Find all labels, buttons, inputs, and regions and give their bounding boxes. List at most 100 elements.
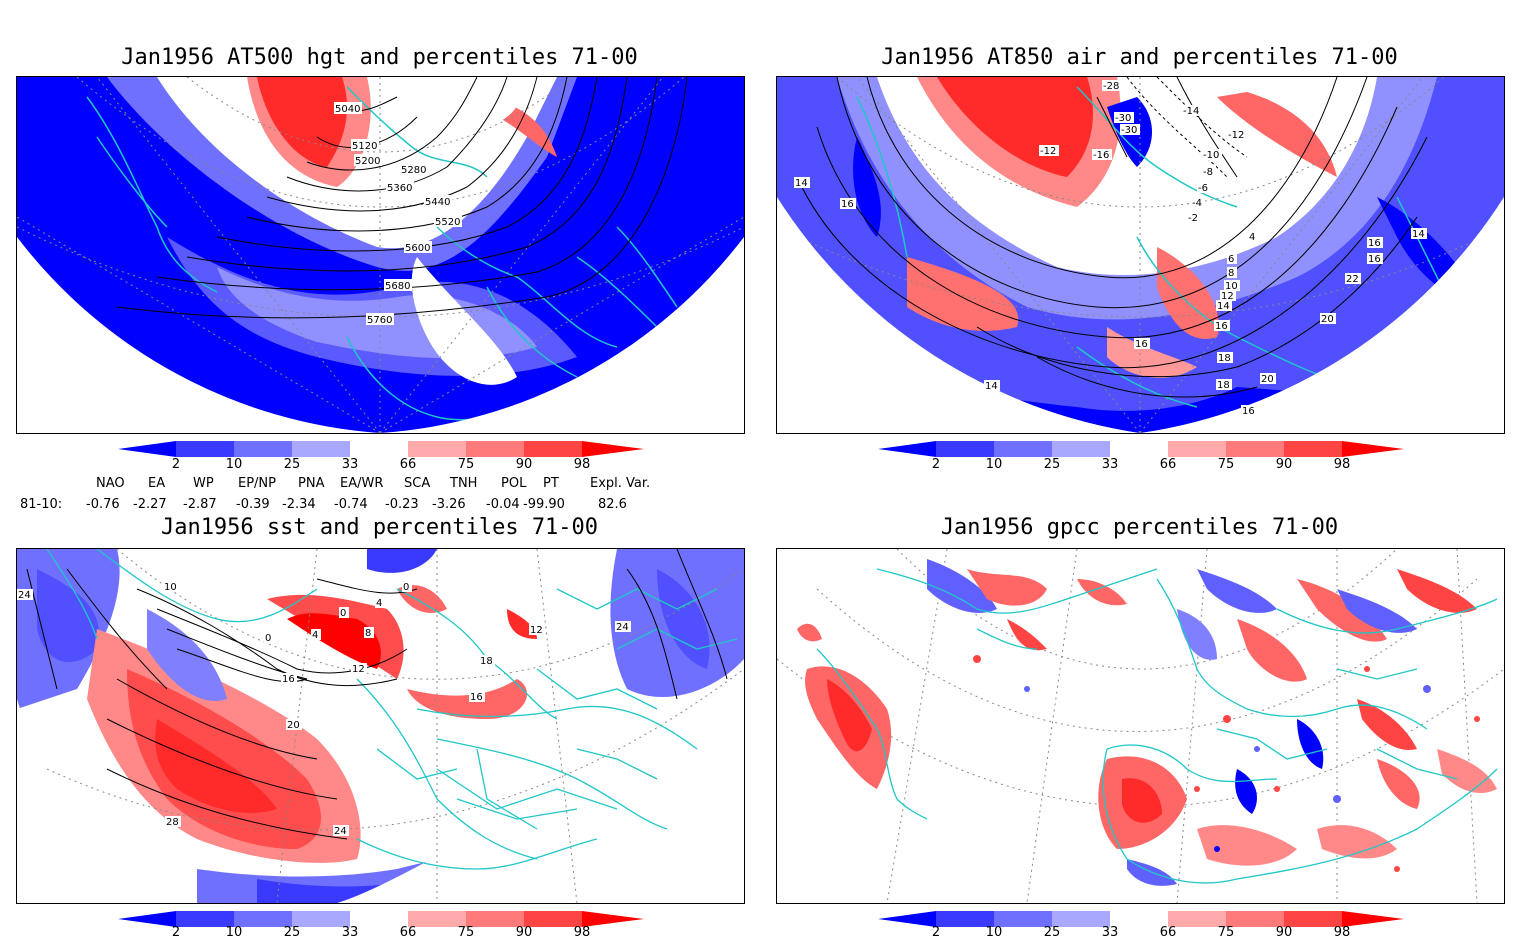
tele-value: -0.39 — [236, 497, 270, 512]
p2-contour-label: -12 — [1040, 146, 1056, 157]
cbar-label: 33 — [1101, 457, 1119, 472]
tele-header: POL — [501, 476, 527, 491]
p2-contour-label: 12 — [1221, 291, 1234, 302]
tele-header: WP — [193, 476, 214, 491]
p1-contour-label: 5520 — [435, 217, 460, 228]
p3-contour-label: 0 — [340, 608, 346, 619]
p1-contour-label: 5600 — [405, 243, 430, 254]
p3-contour-label: 28 — [166, 817, 179, 828]
colorbar-3-svg — [118, 911, 644, 927]
p1-contour-label: 5440 — [425, 197, 450, 208]
tele-value: -2.34 — [282, 497, 316, 512]
cbar-label: 33 — [341, 925, 359, 940]
p2-contour-label: -8 — [1203, 167, 1213, 178]
tele-row-label: 81-10: — [20, 497, 63, 512]
tele-value: -3.26 — [432, 497, 466, 512]
tele-header: NAO — [96, 476, 125, 491]
cbar-label: 25 — [283, 925, 301, 940]
p3-contour-label: 0 — [265, 633, 271, 644]
panel1-title: Jan1956 AT500 hgt and percentiles 71-00 — [121, 45, 638, 70]
p1-contour-label: 5200 — [355, 156, 380, 167]
cbar-label: 66 — [399, 457, 417, 472]
p2-contour-label: 16 — [841, 199, 854, 210]
p2-contour-label: 18 — [1218, 353, 1231, 364]
teleconnection-headers: NAO EA WP EP/NP PNA EA/WR SCA TNH POL PT… — [0, 476, 700, 492]
cbar-label: 66 — [1159, 925, 1177, 940]
cbar-label: 66 — [399, 925, 417, 940]
p2-contour-label: -14 — [1183, 106, 1199, 117]
tele-value: -0.04 — [486, 497, 520, 512]
p2-contour-label: 16 — [1368, 254, 1381, 265]
colorbar-1-labels: 2 10 25 33 66 75 90 98 — [118, 457, 644, 473]
cbar-label: 25 — [1043, 457, 1061, 472]
cbar-label: 10 — [985, 925, 1003, 940]
panel3-title: Jan1956 sst and percentiles 71-00 — [160, 515, 599, 540]
cbar-label: 10 — [985, 457, 1003, 472]
cbar-label: 25 — [1043, 925, 1061, 940]
cbar-label: 75 — [457, 457, 475, 472]
teleconnection-values: 81-10: -0.76 -2.27 -2.87 -0.39 -2.34 -0.… — [0, 497, 700, 513]
p2-contour-label: -30 — [1121, 125, 1137, 136]
colorbar-4 — [878, 910, 1404, 928]
p1-contour-label: 5760 — [367, 315, 392, 326]
panel3-map: 0 0 4 8 12 16 20 24 28 24 24 16 12 18 10… — [17, 549, 744, 903]
tele-value: -2.87 — [183, 497, 217, 512]
colorbar-3-labels: 2 10 25 33 66 75 90 98 — [118, 925, 644, 940]
panel3-map-frame: 0 0 4 8 12 16 20 24 28 24 24 16 12 18 10… — [16, 548, 745, 904]
cbar-label: 2 — [931, 925, 941, 940]
tele-value: -0.74 — [334, 497, 368, 512]
p2-contour-label: 14 — [1217, 301, 1230, 312]
tele-header: PNA — [298, 476, 325, 491]
tele-header: TNH — [450, 476, 478, 491]
cbar-label: 2 — [931, 457, 941, 472]
cbar-label: 25 — [283, 457, 301, 472]
tele-value: -99.90 — [523, 497, 565, 512]
p2-contour-label: -10 — [1203, 150, 1219, 161]
colorbar-1 — [118, 440, 644, 458]
tele-header: EP/NP — [238, 476, 276, 491]
tele-value: -0.76 — [86, 497, 120, 512]
p3-contour-label: 16 — [470, 692, 483, 703]
colorbar-2-labels: 2 10 25 33 66 75 90 98 — [878, 457, 1404, 473]
panel2-map: -28 -30 -30 -14 -12 -10 -8 -6 -4 -2 -12 … — [777, 77, 1504, 433]
p1-contour-label: 5120 — [352, 141, 377, 152]
cbar-label: 2 — [171, 457, 181, 472]
p2-contour-label: 14 — [985, 381, 998, 392]
p2-contour-label: -28 — [1103, 81, 1119, 92]
cbar-label: 98 — [573, 925, 591, 940]
p2-contour-label: 8 — [1228, 268, 1234, 279]
cbar-label: 33 — [341, 457, 359, 472]
tele-header: EA — [148, 476, 166, 491]
p2-contour-label: 10 — [1225, 281, 1238, 292]
p3-contour-label: 24 — [18, 590, 31, 601]
cbar-label: 75 — [1217, 925, 1235, 940]
cbar-label: 90 — [515, 457, 533, 472]
p3-contour-label: 4 — [312, 630, 318, 641]
panel4-map — [777, 549, 1504, 903]
p2-contour-label: -2 — [1188, 213, 1198, 224]
cbar-label: 90 — [1275, 457, 1293, 472]
p2-contour-label: 14 — [1412, 229, 1425, 240]
cbar-label: 2 — [171, 925, 181, 940]
cbar-label: 98 — [1333, 457, 1351, 472]
colorbar-2 — [878, 440, 1404, 458]
p3-contour-label: 18 — [480, 656, 493, 667]
p2-contour-label: -4 — [1192, 198, 1202, 209]
cbar-label: 90 — [515, 925, 533, 940]
colorbar-1-svg — [118, 441, 644, 457]
cbar-label: 75 — [1217, 457, 1235, 472]
colorbar-4-labels: 2 10 25 33 66 75 90 98 — [878, 925, 1404, 940]
p2-contour-label: 14 — [795, 178, 808, 189]
cbar-label: 10 — [225, 457, 243, 472]
p2-contour-label: -6 — [1198, 183, 1208, 194]
colorbar-3 — [118, 910, 644, 928]
cbar-label: 98 — [1333, 925, 1351, 940]
p2-contour-label: 20 — [1321, 314, 1334, 325]
p2-contour-label: -12 — [1228, 130, 1244, 141]
p2-contour-label: 20 — [1261, 374, 1274, 385]
panel1-map: 5040 5120 5200 5280 5360 5440 5520 5600 … — [17, 77, 744, 433]
p3-contour-label: 24 — [334, 826, 347, 837]
p2-contour-label: 6 — [1228, 254, 1234, 265]
p3-contour-label: 10 — [164, 582, 177, 593]
cbar-label: 75 — [457, 925, 475, 940]
